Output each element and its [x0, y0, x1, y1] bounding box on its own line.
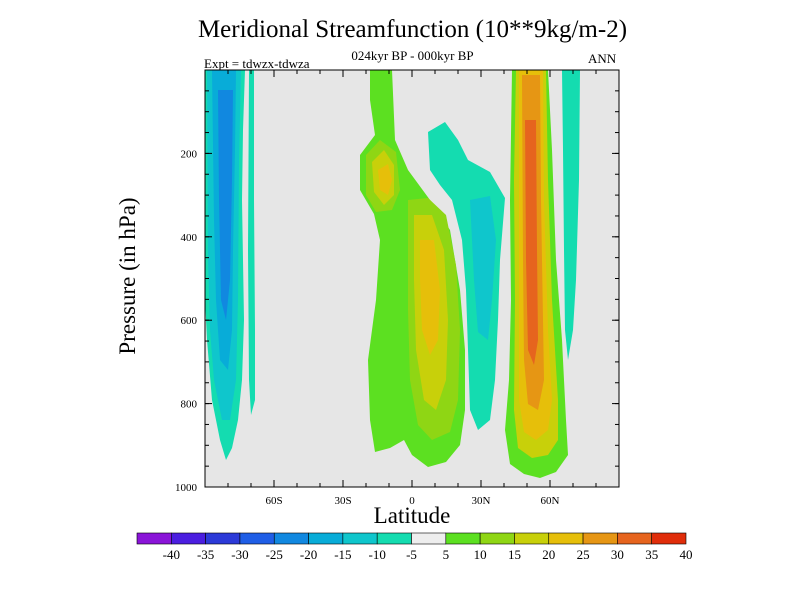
colorbar-swatch	[617, 532, 652, 545]
x-axis-label: Latitude	[373, 503, 451, 528]
colorbar-label: 5	[443, 547, 450, 562]
y-tick-label: 200	[181, 148, 198, 160]
colorbar-label: 15	[508, 547, 521, 562]
colorbar-swatch	[479, 532, 515, 545]
colorbar-label: -25	[266, 547, 283, 562]
contour-pos-upper-3	[378, 164, 392, 195]
contour-pos-eq-4	[420, 240, 440, 355]
contour-pos-north-5	[525, 120, 538, 365]
colorbar-swatch	[651, 532, 687, 545]
colorbar-label: -30	[231, 547, 248, 562]
colorbar-swatch	[548, 532, 584, 545]
x-tick-label: 30N	[472, 495, 491, 507]
contour-neg-south-5	[248, 70, 255, 415]
x-tick-label: 0	[409, 495, 415, 507]
colorbar-swatch	[582, 532, 618, 545]
x-tick-label: 60N	[541, 495, 560, 507]
colorbar-swatch	[136, 532, 172, 545]
colorbar-swatch	[171, 532, 206, 545]
colorbar-swatch	[308, 532, 344, 545]
colorbar-label: 25	[577, 547, 590, 562]
colorbar-label: 30	[611, 547, 624, 562]
axes: 60S 30S 0 30N 60N 200 400 600 800 1000	[175, 70, 620, 507]
contour-neg-north	[562, 70, 580, 360]
x-tick-label: 30S	[334, 495, 351, 507]
season-label: ANN	[588, 51, 617, 66]
y-tick-label: 800	[181, 399, 198, 411]
colorbar-swatch	[376, 532, 412, 545]
x-tick-label: 60S	[265, 495, 282, 507]
colorbar-label: -20	[300, 547, 317, 562]
colorbar-swatch	[239, 532, 275, 545]
y-tick-label: 400	[181, 232, 198, 244]
colorbar-label: 40	[680, 547, 693, 562]
colorbar-label: 10	[474, 547, 487, 562]
contour-neg-south-4	[218, 90, 233, 320]
colorbar-swatch	[273, 532, 309, 545]
chart-title: Meridional Streamfunction (10**9kg/m-2)	[197, 16, 628, 43]
colorbar-label: -10	[369, 547, 386, 562]
contour-neg-subtrop-2	[470, 196, 496, 340]
colorbar-swatch	[342, 532, 378, 545]
colorbar-swatch	[205, 532, 241, 545]
colorbar-label: -40	[163, 547, 180, 562]
colorbar-label: -35	[197, 547, 214, 562]
colorbar-label: 20	[542, 547, 555, 562]
contour-field	[205, 70, 580, 478]
colorbar-label: -5	[406, 547, 417, 562]
colorbar-swatch	[514, 532, 550, 545]
colorbar-swatch	[445, 532, 481, 545]
chart-subtitle: 024kyr BP - 000kyr BP	[351, 48, 474, 63]
y-tick-label: 600	[181, 315, 198, 327]
colorbar: -40 -35 -30 -25 -20 -15 -10 -5 5 10 15 20 25 30 35 40	[136, 532, 693, 562]
colorbar-label: -15	[334, 547, 351, 562]
experiment-label: Expt = tdwzx-tdwza	[204, 56, 310, 71]
y-tick-label: 1000	[175, 482, 198, 494]
colorbar-swatch	[411, 532, 447, 545]
colorbar-label: 35	[645, 547, 658, 562]
